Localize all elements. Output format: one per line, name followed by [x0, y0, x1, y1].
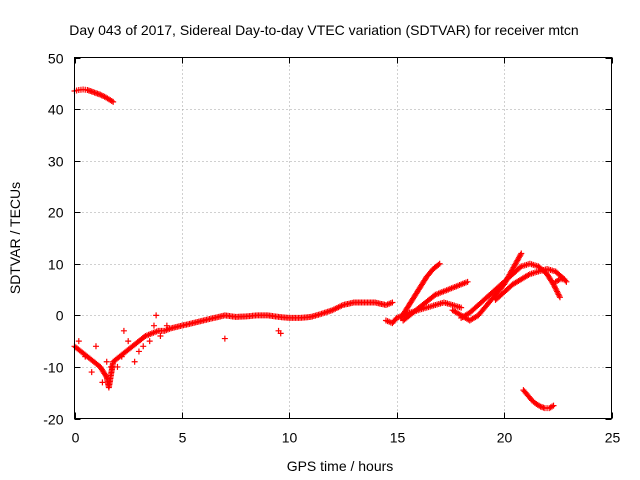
data-point-marker: [150, 322, 157, 329]
data-point-marker: [82, 353, 89, 360]
data-point-marker: [103, 358, 110, 365]
data-point-marker: [163, 322, 170, 329]
x-tick-labels: 0 5 10 15 20 25: [72, 430, 621, 446]
data-point-marker: [75, 338, 82, 345]
data-point-marker: [135, 348, 142, 355]
data-point-marker: [131, 358, 138, 365]
y-tick-label: 0: [56, 308, 64, 324]
data-point-marker: [88, 369, 95, 376]
data-point-marker: [464, 278, 471, 285]
y-tick-label: 10: [48, 257, 64, 273]
axis-ticks: [74, 57, 613, 420]
data-point-marker: [157, 332, 164, 339]
data-point-marker: [277, 330, 284, 337]
y-tick-label: -20: [43, 412, 63, 428]
y-tick-labels: -20 -10 0 10 20 30 40 50: [43, 51, 63, 428]
data-point-marker: [146, 338, 153, 345]
data-point-marker: [550, 402, 557, 409]
chart-title: Day 043 of 2017, Sidereal Day-to-day VTE…: [69, 22, 578, 38]
y-tick-label: -10: [43, 360, 63, 376]
data-point-marker: [120, 327, 127, 334]
data-point-marker: [114, 363, 121, 370]
x-tick-label: 0: [72, 430, 80, 446]
data-point-marker: [389, 299, 396, 306]
data-point-marker: [563, 278, 570, 285]
data-point-marker: [92, 343, 99, 350]
y-tick-label: 50: [48, 51, 64, 67]
data-point-marker: [118, 353, 125, 360]
data-point-marker: [140, 343, 147, 350]
y-axis-label: SDTVAR / TECUs: [7, 182, 23, 294]
plot-frame: [74, 57, 612, 419]
data-points: [71, 86, 570, 412]
data-point-marker: [99, 379, 106, 386]
data-point-marker: [221, 335, 228, 342]
data-point-marker: [518, 250, 525, 257]
data-point-marker: [108, 363, 115, 370]
data-point-marker: [110, 98, 117, 105]
x-tick-label: 15: [390, 430, 406, 446]
data-point-marker: [436, 260, 443, 267]
data-point-marker: [435, 261, 442, 268]
data-point-marker: [562, 277, 569, 284]
x-tick-label: 25: [605, 430, 621, 446]
x-tick-label: 10: [282, 430, 298, 446]
y-tick-label: 30: [48, 154, 64, 170]
data-point-marker: [153, 312, 160, 319]
y-tick-label: 40: [48, 102, 64, 118]
data-point-marker: [125, 338, 132, 345]
x-tick-label: 20: [497, 430, 513, 446]
x-axis-label: GPS time / hours: [287, 458, 394, 474]
grid-lines: [74, 57, 612, 419]
y-tick-label: 20: [48, 205, 64, 221]
x-tick-label: 5: [179, 430, 187, 446]
data-point-marker: [458, 304, 465, 311]
data-point-marker: [556, 294, 563, 301]
